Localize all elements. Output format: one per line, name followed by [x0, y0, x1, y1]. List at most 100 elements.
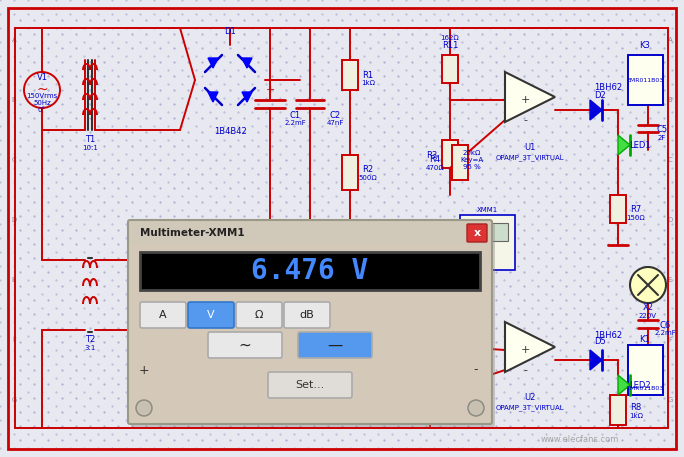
Point [603, 72, 614, 80]
Point [560, 436, 571, 444]
Point [252, 101, 263, 108]
Point [70, 310, 81, 318]
Point [518, 170, 529, 178]
Point [196, 213, 207, 220]
Point [168, 338, 179, 345]
Text: 220V: 220V [639, 313, 657, 319]
Point [239, 352, 250, 360]
Text: 150Vrms: 150Vrms [27, 93, 57, 99]
Point [42, 409, 53, 416]
Point [57, 128, 68, 136]
Polygon shape [590, 100, 602, 120]
Point [70, 296, 81, 303]
Point [57, 409, 68, 416]
Point [29, 296, 40, 303]
Point [378, 44, 389, 52]
Bar [628, 55, 663, 105]
Point [267, 58, 278, 66]
Point [295, 58, 306, 66]
Point [323, 86, 334, 94]
Point [406, 338, 417, 345]
Point [462, 409, 473, 416]
Text: U4: U4 [194, 244, 206, 253]
Point [350, 240, 361, 248]
Point [616, 30, 627, 37]
Point [42, 240, 53, 248]
Point [211, 58, 222, 66]
Point [267, 44, 278, 52]
Point [85, 240, 96, 248]
Point [211, 296, 222, 303]
Text: D: D [668, 217, 672, 223]
Point [308, 72, 319, 80]
Text: -: - [523, 115, 527, 125]
Point [224, 436, 235, 444]
Point [518, 255, 529, 262]
Point [224, 409, 235, 416]
Point [588, 114, 599, 122]
Point [211, 282, 222, 290]
Point [57, 213, 68, 220]
Point [560, 282, 571, 290]
Point [560, 255, 571, 262]
Point [365, 30, 376, 37]
Point [350, 338, 361, 345]
Point [644, 142, 655, 149]
Point [434, 380, 445, 388]
Point [378, 226, 389, 234]
Bar [422, 398, 438, 423]
Point [434, 296, 445, 303]
Point [168, 213, 179, 220]
Text: F: F [12, 337, 16, 343]
Point [70, 170, 81, 178]
Point [295, 310, 306, 318]
Text: 150Ω: 150Ω [627, 215, 646, 221]
Point [337, 296, 347, 303]
Point [140, 422, 151, 430]
Point [239, 338, 250, 345]
Point [127, 240, 137, 248]
Point [196, 58, 207, 66]
Point [462, 380, 473, 388]
Point [168, 44, 179, 52]
Text: 1kΩ: 1kΩ [629, 413, 643, 419]
Point [224, 268, 235, 276]
Point [252, 142, 263, 149]
Point [350, 170, 361, 178]
Point [560, 310, 571, 318]
Point [113, 310, 124, 318]
Point [421, 226, 432, 234]
Point [547, 72, 557, 80]
Point [14, 255, 25, 262]
Point [183, 156, 194, 164]
Point [14, 409, 25, 416]
Text: 500Ω: 500Ω [358, 175, 378, 181]
Point [337, 170, 347, 178]
Point [449, 296, 460, 303]
Point [560, 324, 571, 332]
Point [603, 156, 614, 164]
Point [239, 367, 250, 374]
Point [631, 72, 642, 80]
Point [603, 142, 614, 149]
Point [533, 16, 544, 24]
FancyBboxPatch shape [284, 302, 330, 328]
Point [155, 44, 166, 52]
Point [406, 296, 417, 303]
Point [588, 409, 599, 416]
Point [98, 156, 109, 164]
Point [449, 16, 460, 24]
Point [575, 142, 586, 149]
Point [659, 142, 670, 149]
Point [365, 72, 376, 80]
Point [280, 101, 291, 108]
Point [239, 184, 250, 191]
Point [337, 310, 347, 318]
Point [547, 142, 557, 149]
Point [127, 422, 137, 430]
Point [644, 156, 655, 164]
Point [70, 44, 81, 52]
Point [533, 72, 544, 80]
Point [449, 58, 460, 66]
Circle shape [136, 400, 152, 416]
